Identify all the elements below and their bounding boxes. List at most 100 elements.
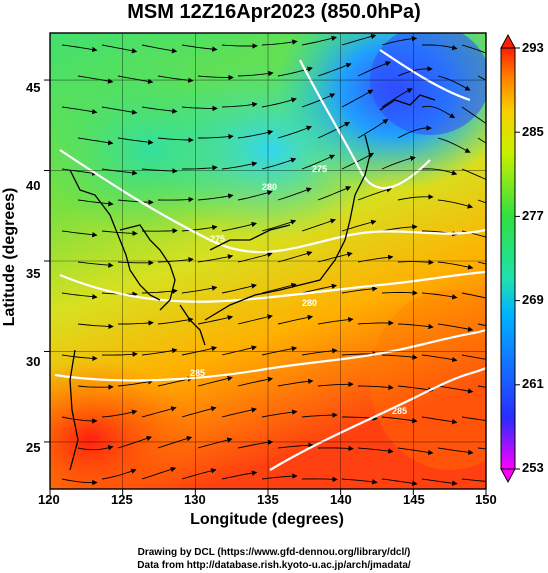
y-tick-label: 30: [26, 354, 41, 369]
streamline-arrow: [437, 447, 474, 455]
streamline-arrow: [301, 283, 338, 294]
streamline-arrow: [381, 478, 418, 486]
streamline-arrow: [237, 129, 274, 139]
streamline-arrow: [117, 75, 154, 85]
streamline-arrow: [341, 286, 378, 294]
streamline-arrow: [157, 317, 194, 325]
streamline-arrow: [61, 168, 98, 176]
contour-label: 275: [210, 234, 226, 244]
streamline-arrow: [157, 137, 194, 143]
streamline-arrow: [101, 168, 138, 176]
streamline-arrow: [141, 406, 177, 418]
streamline-arrow: [181, 224, 218, 232]
streamline-arrow: [61, 292, 98, 300]
streamline-arrow: [77, 445, 114, 451]
streamline-arrow: [397, 194, 434, 201]
streamline-arrow: [341, 89, 374, 108]
streamline-arrow: [381, 224, 418, 232]
streamline-arrow: [261, 282, 297, 294]
streamline-arrow: [61, 44, 98, 53]
streamline-arrow: [301, 218, 336, 232]
credit-drawing: Drawing by DCL (https://www.gfd-dennou.o…: [137, 547, 411, 558]
streamline-arrow: [277, 442, 314, 449]
streamline-arrow: [181, 44, 218, 52]
streamline-arrow: [237, 439, 274, 449]
x-tick-label: 150: [475, 492, 497, 507]
colorbar-tick-label: 261: [522, 376, 544, 391]
streamline-arrow: [277, 378, 314, 387]
streamline-arrow: [381, 155, 416, 170]
streamline-arrow: [198, 133, 234, 140]
streamline-arrow: [421, 292, 458, 300]
streamline-arrow: [357, 187, 392, 201]
streamline-arrow: [181, 285, 218, 294]
streamline-arrow: [101, 106, 138, 115]
streamline-arrow: [101, 351, 138, 357]
streamline-arrow: [237, 376, 274, 387]
streamline-arrow: [61, 106, 98, 115]
streamline-arrow: [397, 125, 432, 139]
streamline-arrow: [141, 106, 178, 114]
colorbar-min-arrow: [500, 468, 516, 484]
streamline-arrow: [141, 228, 178, 234]
streamline-arrow: [381, 290, 418, 296]
streamline-arrow: [277, 187, 312, 201]
streamline-arrow: [221, 407, 257, 418]
x-tick-label: 125: [111, 492, 133, 507]
streamline-arrow: [397, 447, 434, 456]
streamline-arrow: [181, 406, 217, 418]
streamline-arrow: [317, 251, 353, 263]
streamline-arrow: [197, 315, 234, 325]
streamline-arrow: [357, 384, 394, 391]
streamline-arrow: [477, 385, 486, 388]
streamline-arrow: [301, 93, 336, 108]
x-tick-label: 145: [403, 492, 425, 507]
streamline-arrow: [437, 199, 474, 209]
streamline-arrow: [277, 125, 312, 139]
streamline-arrow: [357, 320, 394, 326]
streamline-arrow: [197, 74, 234, 81]
streamline-arrow: [117, 435, 153, 449]
x-tick-label: 130: [184, 492, 206, 507]
streamline-arrow: [157, 196, 194, 203]
streamline-arrow: [421, 354, 458, 363]
streamline-arrow: [421, 416, 458, 425]
streamline-arrow: [437, 261, 474, 270]
contour-label: 275: [312, 164, 328, 174]
contour-label: 285: [392, 406, 408, 416]
streamline-arrow: [277, 250, 313, 263]
streamline-arrow: [397, 323, 434, 330]
streamline-arrow: [317, 316, 354, 325]
streamline-arrow: [277, 314, 314, 325]
streamline-arrow: [381, 416, 418, 424]
streamline-arrow: [317, 445, 354, 452]
streamline-arrow: [461, 44, 486, 54]
streamline-arrow: [117, 137, 154, 145]
x-tick-label: 140: [330, 492, 352, 507]
streamline-arrow: [461, 168, 486, 180]
streamline-arrow: [341, 152, 375, 170]
y-tick-label: 25: [26, 440, 41, 455]
y-axis-label: Latitude (degrees): [1, 187, 18, 327]
streamline-arrow: [221, 283, 257, 294]
streamline-arrow: [141, 44, 178, 54]
streamline-arrow: [341, 33, 377, 46]
streamline-arrow: [261, 157, 297, 170]
streamline-arrow: [357, 447, 394, 454]
streamline-arrow: [317, 62, 352, 77]
x-tick-label: 135: [257, 492, 279, 507]
streamline-arrow: [221, 43, 258, 49]
streamline-arrow: [61, 478, 98, 486]
streamline-arrow: [77, 199, 114, 207]
streamline-arrow: [477, 137, 486, 144]
streamline-arrow: [277, 66, 313, 77]
streamline-arrow: [301, 412, 338, 418]
y-tick-label: 40: [26, 178, 41, 193]
streamline-arrow: [437, 75, 471, 91]
streamline-arrow: [477, 261, 486, 265]
streamline-arrow: [437, 323, 474, 332]
streamline-arrow: [61, 416, 98, 424]
streamline-arrow: [117, 260, 154, 266]
streamline-arrow: [221, 101, 258, 108]
page-title: MSM 12Z16Apr2023 (850.0hPa): [127, 1, 421, 23]
